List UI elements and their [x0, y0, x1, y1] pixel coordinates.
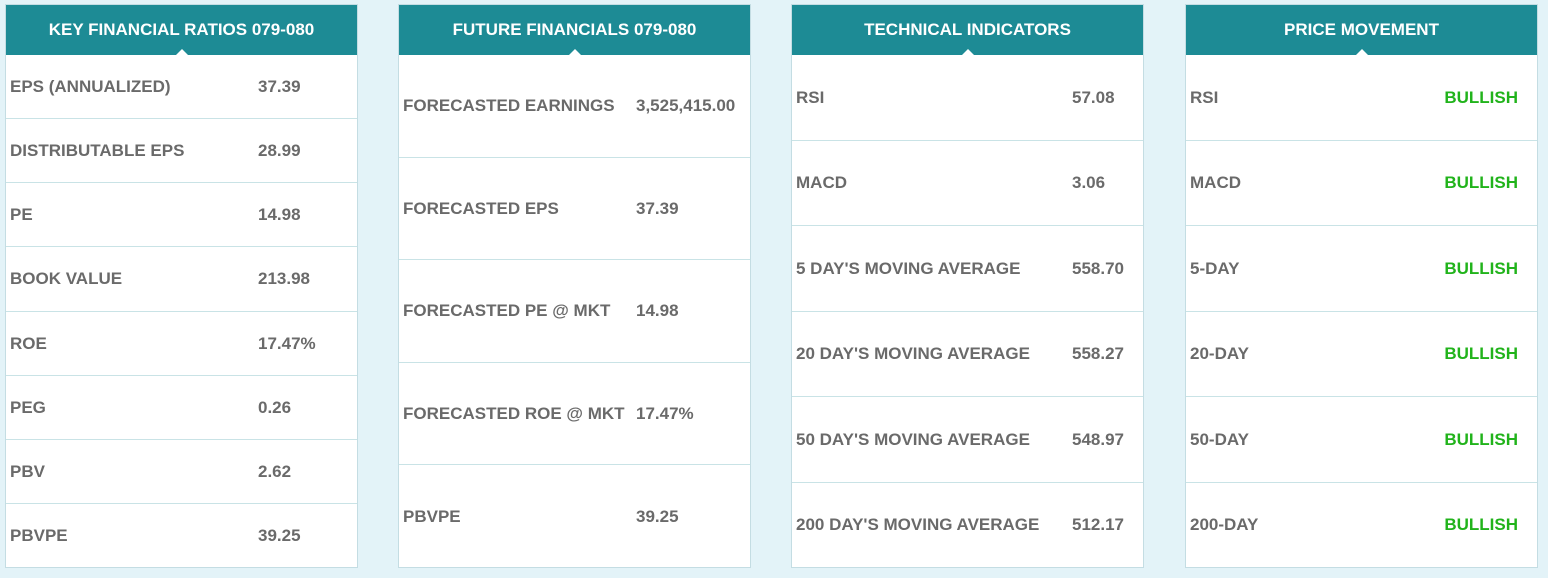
future-financials-card: FUTURE FINANCIALS 079-080 FORECASTED EAR…: [398, 4, 751, 568]
table-row: FORECASTED EPS 37.39: [399, 156, 750, 260]
status-badge: BULLISH: [1444, 173, 1518, 193]
row-label: DISTRIBUTABLE EPS: [10, 141, 185, 161]
status-badge: BULLISH: [1444, 429, 1518, 449]
price-movement-card: PRICE MOVEMENT RSI BULLISH MACD BULLISH 5-…: [1185, 4, 1538, 568]
table-row: RSI BULLISH: [1186, 55, 1537, 140]
table-row: 20 DAY'S MOVING AVERAGE 558.27: [792, 310, 1143, 397]
row-label: PBV: [10, 461, 45, 481]
row-value: 14.98: [258, 205, 301, 225]
row-label: 50 DAY'S MOVING AVERAGE: [796, 429, 1030, 449]
row-label: PBVPE: [403, 506, 461, 526]
card-title: FUTURE FINANCIALS 079-080: [399, 5, 750, 55]
table-row: 200 DAY'S MOVING AVERAGE 512.17: [792, 481, 1143, 568]
row-value: 512.17: [1072, 515, 1124, 535]
card-title: TECHNICAL INDICATORS: [792, 5, 1143, 55]
row-label: RSI: [796, 87, 825, 107]
row-value: 37.39: [636, 198, 679, 218]
row-value: 558.70: [1072, 258, 1124, 278]
row-label: 20-DAY: [1190, 344, 1249, 364]
status-badge: BULLISH: [1444, 344, 1518, 364]
row-value: 17.47%: [258, 333, 316, 353]
table-row: MACD BULLISH: [1186, 139, 1537, 226]
technical-indicators-card: TECHNICAL INDICATORS RSI 57.08 MACD 3.06 5…: [791, 4, 1144, 568]
row-label: 50-DAY: [1190, 429, 1249, 449]
row-label: 5 DAY'S MOVING AVERAGE: [796, 258, 1021, 278]
status-badge: BULLISH: [1444, 87, 1518, 107]
row-label: MACD: [796, 173, 847, 193]
table-row: 20-DAY BULLISH: [1186, 310, 1537, 397]
row-value: 37.39: [258, 77, 301, 97]
table-row: 50 DAY'S MOVING AVERAGE 548.97: [792, 396, 1143, 482]
card-title: KEY FINANCIAL RATIOS 079-080: [6, 5, 357, 55]
row-label: MACD: [1190, 173, 1241, 193]
status-badge: BULLISH: [1444, 515, 1518, 535]
row-value: 14.98: [636, 301, 679, 321]
row-value: 57.08: [1072, 87, 1115, 107]
row-label: FORECASTED PE @ MKT: [403, 301, 611, 321]
row-value: 213.98: [258, 269, 310, 289]
row-label: FORECASTED EARNINGS: [403, 96, 615, 116]
row-label: FORECASTED EPS: [403, 198, 559, 218]
row-value: 558.27: [1072, 344, 1124, 364]
row-label: 200 DAY'S MOVING AVERAGE: [796, 515, 1040, 535]
row-label: PE: [10, 205, 33, 225]
row-label: RSI: [1190, 87, 1219, 107]
row-value: 3,525,415.00: [636, 96, 736, 116]
table-row: 5-DAY BULLISH: [1186, 225, 1537, 311]
row-value: 3.06: [1072, 173, 1106, 193]
table-row: FORECASTED EARNINGS 3,525,415.00: [399, 55, 750, 157]
status-badge: BULLISH: [1444, 258, 1518, 278]
table-row: FORECASTED ROE @ MKT 17.47%: [399, 361, 750, 465]
row-value: 17.47%: [636, 404, 694, 424]
row-value: 39.25: [636, 506, 679, 526]
row-label: PEG: [10, 397, 46, 417]
table-row: PEG 0.26: [6, 374, 357, 439]
table-row: 5 DAY'S MOVING AVERAGE 558.70: [792, 225, 1143, 311]
table-row: PBVPE 39.25: [399, 464, 750, 567]
table-row: PBV 2.62: [6, 438, 357, 503]
row-label: 20 DAY'S MOVING AVERAGE: [796, 344, 1030, 364]
table-row: RSI 57.08: [792, 55, 1143, 140]
row-label: 5-DAY: [1190, 258, 1240, 278]
table-row: DISTRIBUTABLE EPS 28.99: [6, 118, 357, 182]
row-value: 28.99: [258, 141, 301, 161]
row-value: 2.62: [258, 461, 292, 481]
table-row: FORECASTED PE @ MKT 14.98: [399, 259, 750, 362]
row-label: PBVPE: [10, 525, 68, 545]
row-label: BOOK VALUE: [10, 269, 123, 289]
card-title: PRICE MOVEMENT: [1186, 5, 1537, 55]
table-row: PE 14.98: [6, 182, 357, 246]
table-row: MACD 3.06: [792, 139, 1143, 226]
key-financial-ratios-card: KEY FINANCIAL RATIOS 079-080 EPS (ANNUAL…: [5, 4, 358, 568]
row-value: 39.25: [258, 525, 301, 545]
row-label: EPS (ANNUALIZED): [10, 77, 171, 97]
row-value: 548.97: [1072, 429, 1124, 449]
table-row: ROE 17.47%: [6, 310, 357, 375]
row-label: FORECASTED ROE @ MKT: [403, 404, 625, 424]
table-row: 200-DAY BULLISH: [1186, 481, 1537, 568]
row-label: ROE: [10, 333, 47, 353]
table-row: EPS (ANNUALIZED) 37.39: [6, 55, 357, 118]
table-row: BOOK VALUE 213.98: [6, 246, 357, 310]
table-row: 50-DAY BULLISH: [1186, 396, 1537, 482]
row-value: 0.26: [258, 397, 292, 417]
table-row: PBVPE 39.25: [6, 502, 357, 567]
row-label: 200-DAY: [1190, 515, 1259, 535]
